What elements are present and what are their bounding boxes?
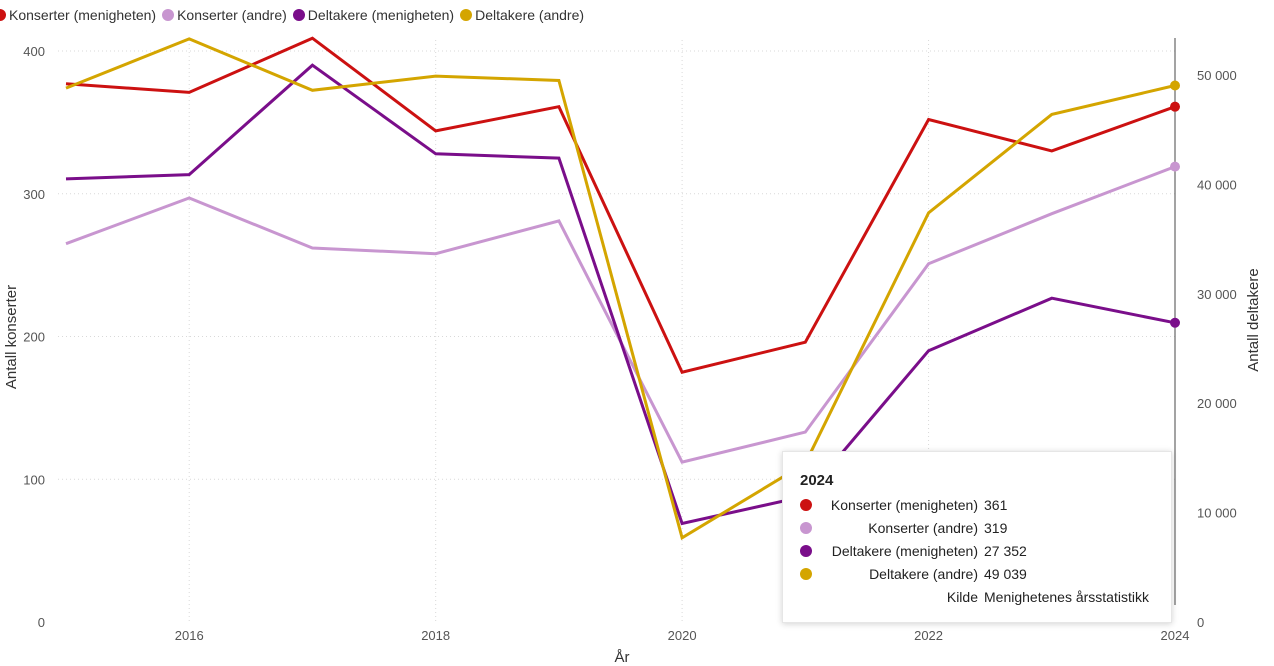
series-line (65, 36, 1176, 374)
tooltip-row: Kilde Menighetenes årsstatistikk (800, 588, 1160, 608)
tooltip-label: Kilde (946, 589, 978, 605)
tooltip-label: Konserter (menigheten) (830, 497, 978, 513)
y-tick-right: 50 000 (1197, 68, 1237, 83)
y-axis-left-title: Antall konserter (3, 285, 20, 389)
legend-item[interactable]: Konserter (andre) (162, 7, 287, 23)
tooltip-row: Deltakere (menigheten) 27 352 (800, 542, 1160, 562)
series-point (1170, 317, 1180, 328)
tooltip-marker (800, 522, 812, 534)
legend-marker (162, 9, 175, 21)
legend-label: Konserter (menigheten) (9, 7, 157, 23)
legend-item[interactable]: Konserter (menigheten) (0, 7, 156, 23)
tooltip-title: 2024 (800, 472, 834, 489)
y-tick-right: 30 000 (1197, 287, 1237, 302)
y-tick-left: 300 (23, 187, 45, 202)
tooltip-label: Deltakere (menigheten) (831, 543, 978, 559)
tooltip-row: Deltakere (andre) 49 039 (800, 565, 1160, 585)
axes: 0 100 200 300 400 0 10 000 20 000 30 000 40 000 50… (23, 38, 1237, 643)
y-tick-left: 0 (38, 615, 45, 630)
x-tick: 2022 (914, 628, 943, 643)
legend-label: Deltakere (andre) (475, 7, 585, 23)
tooltip-value: 27 352 (984, 543, 1027, 559)
legend-label: Konserter (andre) (177, 7, 287, 23)
series-point (1170, 101, 1180, 112)
series-line (65, 37, 1176, 541)
tooltip-value: 49 039 (984, 566, 1027, 582)
y-axis-right-title: Antall deltakere (1245, 268, 1262, 371)
x-tick: 2024 (1161, 628, 1190, 643)
tooltip-row: Konserter (menigheten) 361 (800, 496, 1160, 516)
tooltip-label: Deltakere (andre) (869, 566, 978, 582)
legend-marker (460, 9, 473, 21)
series-point (1170, 80, 1180, 91)
legend-marker (292, 9, 305, 21)
tooltip-marker (800, 499, 812, 511)
tooltip-marker (800, 545, 812, 557)
tooltip-row: Konserter (andre) 319 (800, 519, 1160, 539)
tooltip-value: 361 (984, 497, 1008, 513)
y-tick-left: 200 (23, 330, 45, 345)
y-tick-right: 20 000 (1197, 396, 1237, 411)
tooltip-label: Konserter (andre) (868, 520, 978, 536)
legend-item[interactable]: Deltakere (menigheten) (292, 7, 455, 23)
y-tick-right: 10 000 (1197, 506, 1237, 521)
legend-label: Deltakere (menigheten) (307, 7, 455, 23)
x-tick: 2018 (421, 628, 450, 643)
tooltip-value: Menighetenes årsstatistikk (984, 589, 1149, 605)
chart-legend: Konserter (menigheten) Konserter (andre) D… (0, 5, 590, 25)
series-lines (65, 36, 1180, 541)
x-axis-title: År (615, 649, 630, 666)
y-tick-left: 400 (23, 44, 45, 59)
y-tick-left: 100 (23, 472, 45, 487)
legend-item[interactable]: Deltakere (andre) (460, 7, 584, 23)
y-tick-right: 0 (1197, 615, 1204, 630)
y-tick-right: 40 000 (1197, 177, 1237, 192)
tooltip-marker (800, 568, 812, 580)
series-line (65, 63, 1176, 526)
legend-marker (0, 9, 6, 21)
tooltip-value: 319 (984, 520, 1008, 536)
axis-labels: Antall konserter Antall deltakere År (3, 268, 1262, 666)
tooltip: 2024 Konserter (menigheten) 361 Konserter … (782, 451, 1172, 623)
x-tick: 2020 (668, 628, 697, 643)
x-tick: 2016 (175, 628, 204, 643)
series-point (1170, 161, 1180, 172)
